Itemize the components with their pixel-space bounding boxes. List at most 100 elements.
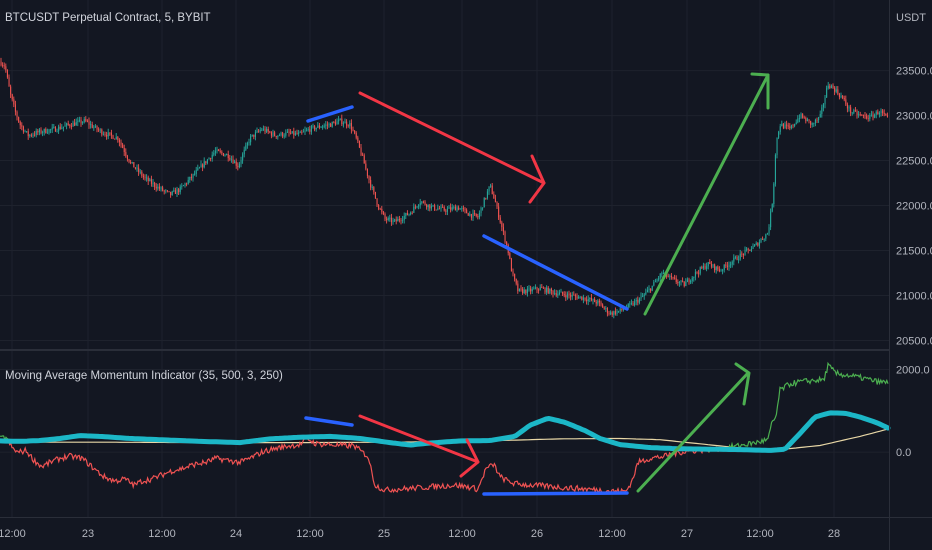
- candle-body: [851, 112, 853, 114]
- candle-body: [307, 129, 309, 131]
- candle-body: [480, 207, 482, 213]
- candle-body: [869, 115, 871, 119]
- trendline-blue[interactable]: [482, 234, 629, 311]
- candle-body: [165, 190, 167, 192]
- trendline-red[interactable]: [358, 91, 546, 185]
- candle-body: [306, 129, 308, 131]
- candle-body: [574, 295, 576, 297]
- candle-body: [43, 128, 45, 133]
- candle-body: [27, 131, 29, 137]
- candle-body: [206, 159, 208, 164]
- candle-body: [584, 297, 586, 300]
- candle-body: [238, 163, 240, 168]
- candle-body: [130, 162, 132, 163]
- arrow-head-red: [528, 154, 546, 204]
- candle-body: [731, 261, 733, 265]
- candle-body: [234, 161, 236, 164]
- candle-body: [789, 126, 791, 129]
- candle-body: [346, 121, 348, 126]
- time-axis[interactable]: 12:00 23 12:00 24 12:00 25 12:00 26 12:00 27 12:00…: [0, 528, 840, 540]
- candle-body: [214, 151, 216, 153]
- trendline-red[interactable]: [358, 414, 480, 464]
- candle-body: [728, 264, 730, 268]
- pane-separator[interactable]: [0, 349, 889, 351]
- candle-body: [554, 293, 556, 295]
- candle-body: [541, 287, 543, 289]
- candle-body: [22, 126, 24, 132]
- candle-body: [773, 183, 775, 205]
- candle-body: [38, 129, 40, 133]
- candle-body: [640, 296, 642, 299]
- candle-body: [430, 206, 432, 209]
- candle-body: [632, 303, 634, 306]
- price-axis-tick: 22000.0: [896, 201, 932, 213]
- candle-body: [219, 150, 221, 152]
- candle-body: [824, 97, 826, 105]
- trendline-green[interactable]: [636, 371, 750, 493]
- candle-body: [576, 296, 578, 299]
- candle-body: [386, 218, 388, 220]
- candle-body: [528, 288, 530, 290]
- trendline-green[interactable]: [643, 73, 770, 316]
- candle-body: [222, 153, 224, 156]
- candle-body: [811, 123, 813, 125]
- candle-body: [611, 312, 613, 315]
- candle-body: [261, 129, 263, 131]
- candle-body: [363, 155, 365, 164]
- candle-body: [675, 278, 677, 282]
- candle-body: [368, 175, 370, 181]
- candle-body: [389, 217, 391, 219]
- candle-body: [693, 276, 695, 278]
- candle-body: [285, 132, 287, 136]
- candle-body: [877, 111, 879, 115]
- candle-body: [768, 227, 770, 234]
- candle-body: [587, 299, 589, 302]
- candle-body: [838, 93, 840, 97]
- candle-body: [326, 124, 328, 126]
- trendline-blue[interactable]: [482, 491, 629, 496]
- candle-body: [586, 299, 588, 302]
- candle-body: [72, 122, 74, 127]
- candle-body: [770, 211, 772, 228]
- candle-body: [291, 131, 293, 134]
- candle-body: [651, 285, 653, 291]
- candle-body: [395, 219, 397, 222]
- candle-body: [91, 124, 93, 128]
- candle-body: [494, 198, 496, 203]
- candle-body: [110, 132, 112, 136]
- candle-body: [232, 159, 234, 164]
- candle-body: [453, 206, 455, 208]
- candle-body: [144, 176, 146, 178]
- candle-body: [338, 119, 340, 122]
- candle-body: [195, 170, 197, 174]
- candle-body: [763, 238, 765, 240]
- candle-body: [98, 129, 100, 131]
- candle-body: [325, 124, 327, 126]
- candle-body: [720, 270, 722, 272]
- candle-body: [333, 121, 335, 123]
- candle-body: [842, 95, 844, 99]
- candle-body: [376, 198, 378, 205]
- price-axis-tick: 23500.0: [896, 66, 932, 78]
- candle-body: [683, 281, 685, 287]
- candle-body: [866, 115, 868, 119]
- candle-body: [342, 123, 344, 125]
- candle-body: [670, 275, 672, 278]
- candle-body: [354, 130, 356, 133]
- trendline-blue[interactable]: [306, 105, 354, 123]
- candle-body: [592, 299, 594, 301]
- candle-body: [267, 128, 269, 132]
- candle-body: [451, 207, 453, 210]
- price-candles: [0, 57, 888, 319]
- candle-body: [571, 294, 573, 297]
- candle-body: [483, 197, 485, 208]
- candle-body: [370, 180, 372, 188]
- candle-body: [221, 151, 223, 154]
- candle-body: [416, 206, 418, 208]
- candle-body: [118, 139, 120, 143]
- price-axis[interactable]: 23500.0 23000.0 22500.0 22000.0 21500.0 21000…: [896, 66, 932, 460]
- candle-body: [566, 293, 568, 298]
- trendline-blue[interactable]: [304, 416, 354, 427]
